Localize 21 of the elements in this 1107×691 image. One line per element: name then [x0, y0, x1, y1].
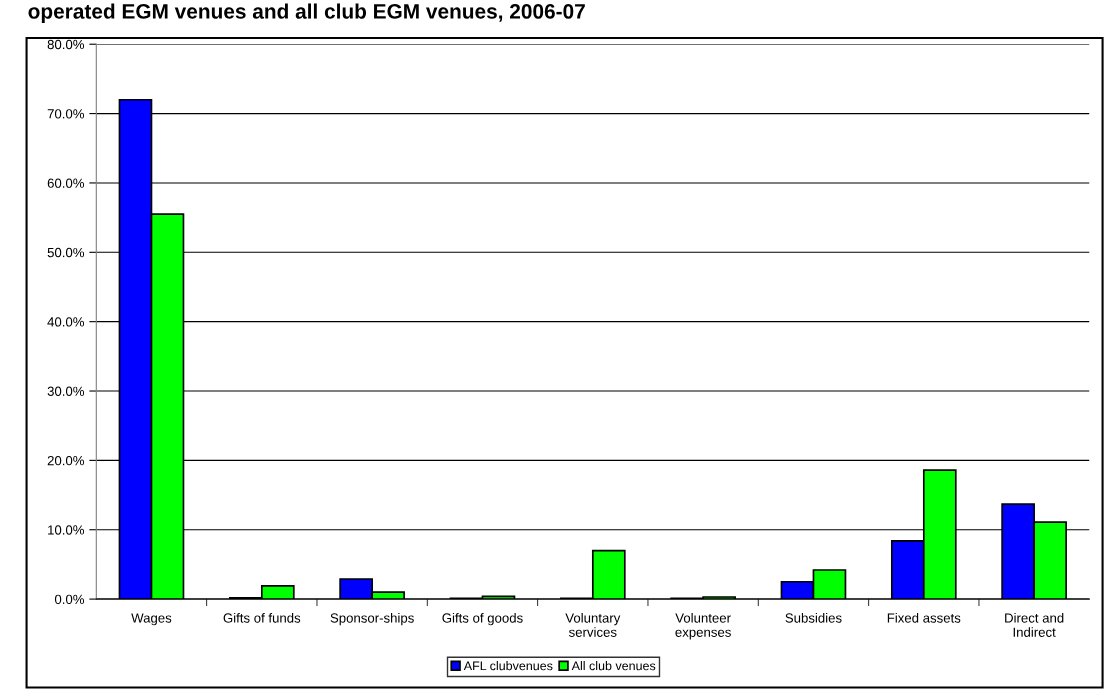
y-tick-label: 20.0%: [47, 455, 85, 466]
y-tick-label: 10.0%: [48, 525, 85, 535]
legend-label: All club venues: [571, 661, 656, 671]
y-tick-label: 70.0%: [47, 109, 85, 119]
y-tick-label: 60.0%: [47, 178, 85, 188]
chart-title: operated EGM venues and all club EGM venues, 2006-07: [28, 3, 585, 23]
x-tick-label: Gifts of goods: [442, 612, 523, 626]
x-tick-label: Fixed assets: [887, 612, 961, 623]
x-tick-label: Direct and Indirect: [1005, 612, 1064, 637]
y-tick-label: 80.0%: [47, 39, 85, 50]
x-tick-label: Voluntary services: [565, 612, 621, 637]
x-tick-label: Wages: [131, 613, 172, 626]
x-tick-label: Volunteer expenses: [675, 612, 731, 640]
legend-label: AFL clubvenues: [463, 661, 553, 671]
y-tick-label: 0.0%: [54, 594, 85, 605]
x-tick-label: Sponsor-ships: [330, 612, 414, 626]
y-tick-label: 30.0%: [47, 386, 85, 396]
y-tick-label: 50.0%: [47, 247, 85, 258]
y-tick-label: 40.0%: [47, 317, 85, 327]
x-tick-label: Subsidies: [785, 612, 842, 623]
x-tick-label: Gifts of funds: [223, 612, 301, 623]
